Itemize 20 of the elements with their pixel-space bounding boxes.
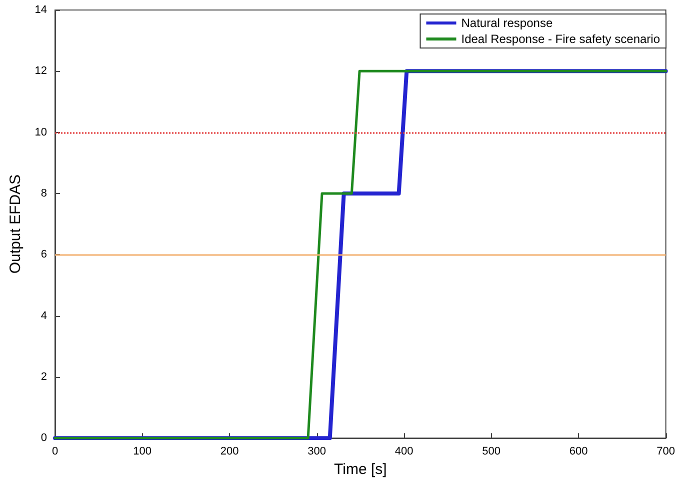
- x-tick-label: 100: [133, 446, 152, 458]
- y-tick-label: 8: [40, 187, 47, 200]
- x-axis-title: Time [s]: [334, 461, 387, 478]
- x-tick-label: 700: [656, 446, 676, 458]
- y-tick-label: 14: [34, 4, 47, 16]
- y-tick-label: 12: [34, 65, 47, 78]
- x-tick-label: 500: [482, 446, 500, 458]
- legend-label: Natural response: [461, 16, 553, 30]
- x-tick-label: 300: [308, 446, 326, 458]
- legend-label: Ideal Response - Fire safety scenario: [461, 32, 660, 46]
- x-tick-label: 400: [394, 446, 414, 458]
- y-tick-label: 0: [40, 432, 47, 444]
- y-tick-label: 2: [40, 370, 47, 383]
- x-tick-label: 0: [52, 446, 58, 458]
- x-tick-label: 200: [220, 446, 239, 458]
- y-tick-label: 6: [40, 248, 47, 261]
- x-tick-label: 600: [569, 446, 588, 458]
- y-axis-title: Output EFDAS: [7, 174, 24, 274]
- y-tick-label: 4: [40, 310, 47, 322]
- y-tick-label: 10: [34, 126, 47, 138]
